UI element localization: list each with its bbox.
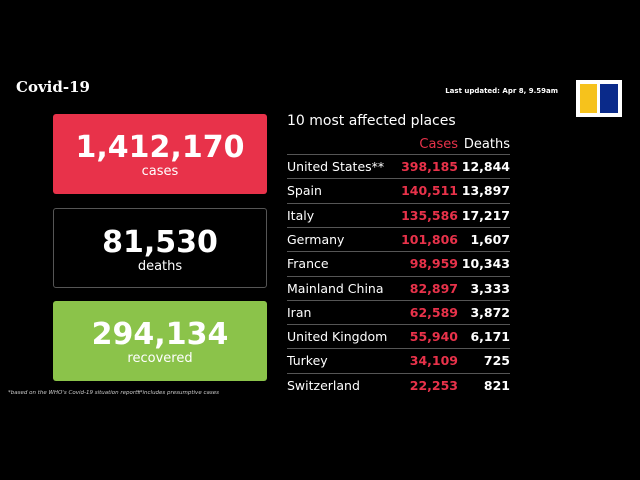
place-name: Italy	[287, 207, 315, 223]
place-name: United States**	[287, 159, 385, 174]
footnote: *based on the WHO's Covid-19 situation r…	[8, 390, 141, 396]
footnote: **includes presumptive cases	[137, 390, 219, 396]
stat-box: 1,412,170 cases	[53, 114, 267, 194]
cases-value: 140,511	[401, 183, 458, 199]
deaths-value: 821	[483, 377, 510, 393]
stat-value: 81,530	[102, 225, 218, 260]
table-row: Germany 101,806 1,607	[287, 226, 510, 252]
deaths-value: 1,607	[470, 231, 510, 247]
cases-value: 398,185	[401, 159, 458, 174]
place-name: Iran	[287, 304, 312, 320]
table-row: Switzerland 22,253 821	[287, 372, 510, 398]
cases-value: 34,109	[409, 353, 458, 369]
table-row: Iran 62,589 3,872	[287, 299, 510, 325]
place-name: Switzerland	[287, 377, 360, 393]
cases-value: 55,940	[409, 329, 458, 345]
logo	[576, 80, 622, 117]
cases-value: 135,586	[401, 207, 458, 223]
stat-label: cases	[141, 164, 179, 179]
column-header: Cases	[419, 137, 458, 152]
place-name: Germany	[287, 231, 345, 247]
table-row: France 98,959 10,343	[287, 251, 510, 276]
table-row: Spain 140,511 13,897	[287, 178, 510, 203]
deaths-value: 725	[483, 353, 510, 369]
last-updated: Last updated: Apr 8, 9.59am	[445, 87, 558, 95]
stat-value: 294,134	[91, 317, 229, 352]
cases-value: 98,959	[409, 256, 458, 272]
table-row: United Kingdom 55,940 6,171	[287, 324, 510, 349]
column-header: Deaths	[463, 137, 510, 152]
deaths-value: 13,897	[461, 183, 510, 199]
place-name: France	[287, 256, 329, 272]
table-row: United States** 398,185 12,844	[287, 154, 510, 179]
table-row: Mainland China 82,897 3,333	[287, 275, 510, 301]
stat-box: 81,530 deaths	[53, 208, 267, 288]
stat-label: recovered	[127, 351, 193, 366]
cases-value: 101,806	[401, 231, 458, 247]
cases-value: 82,897	[409, 280, 458, 296]
stat-label: deaths	[137, 259, 183, 274]
deaths-value: 3,333	[470, 280, 510, 296]
cases-value: 22,253	[409, 377, 458, 393]
title: Covid-19	[16, 78, 90, 96]
place-name: United Kingdom	[287, 329, 388, 345]
place-name: Turkey	[287, 353, 328, 369]
stat-value: 1,412,170	[75, 130, 245, 165]
cases-value: 62,589	[409, 304, 458, 320]
deaths-value: 6,171	[470, 329, 510, 345]
deaths-value: 17,217	[461, 207, 510, 223]
place-name: Spain	[287, 183, 322, 199]
deaths-value: 3,872	[470, 304, 510, 320]
table-row: Turkey 34,109 725	[287, 348, 510, 373]
table-title: 10 most affected places	[287, 113, 456, 129]
stat-box: 294,134 recovered	[53, 301, 267, 381]
place-name: Mainland China	[287, 280, 384, 296]
table-row: Italy 135,586 17,217	[287, 202, 510, 228]
deaths-value: 10,343	[461, 256, 510, 272]
deaths-value: 12,844	[461, 159, 510, 174]
